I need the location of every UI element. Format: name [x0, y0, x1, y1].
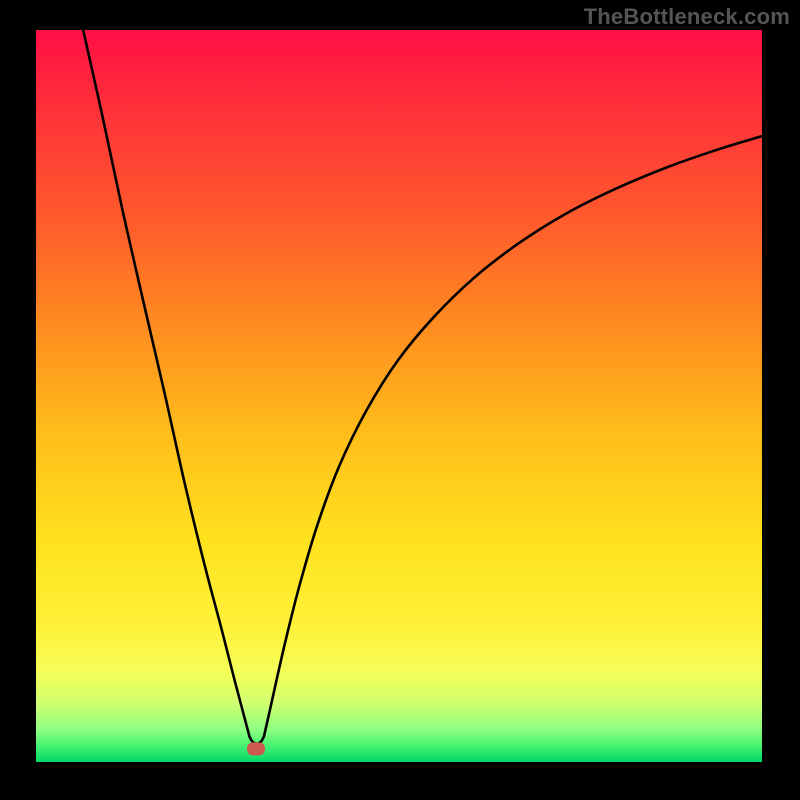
chart-container: TheBottleneck.com: [0, 0, 800, 800]
bottleneck-chart: [0, 0, 800, 800]
gradient-background: [36, 30, 762, 762]
watermark-text: TheBottleneck.com: [584, 4, 790, 30]
valley-marker: [247, 742, 265, 755]
